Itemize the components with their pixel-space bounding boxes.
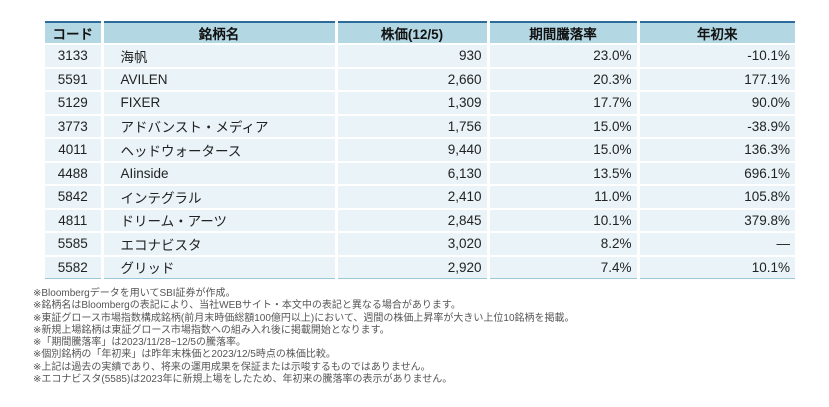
table-row: 4488 AIinside 6,130 13.5% 696.1% <box>45 161 795 186</box>
cell-period: 13.5% <box>488 161 640 186</box>
cell-period: 7.4% <box>488 255 640 279</box>
cell-price: 6,130 <box>336 161 490 186</box>
cell-name: グリッド <box>102 255 338 279</box>
cell-ytd: -38.9% <box>638 114 795 139</box>
column-header-price: 株価(12/5) <box>336 22 490 45</box>
column-header-code: コード <box>45 22 104 45</box>
cell-code: 4488 <box>45 161 104 186</box>
cell-ytd: 379.8% <box>638 208 795 233</box>
footnote: ※エコナビスタ(5585)は2023年に新規上場をしたため、年初来の騰落率の表示… <box>33 374 453 386</box>
cell-code: 5842 <box>45 185 104 210</box>
cell-name: エコナビスタ <box>102 232 338 257</box>
cell-name: 海帆 <box>102 44 338 69</box>
cell-name: アドバンスト・メディア <box>102 114 338 139</box>
column-header-ytd: 年初来 <box>638 22 795 45</box>
cell-price: 930 <box>336 44 490 69</box>
cell-period: 11.0% <box>488 185 640 210</box>
footnote: ※Bloombergデータを用いてSBI証券が作成。 <box>33 288 236 299</box>
cell-name: インテグラル <box>102 185 338 210</box>
cell-ytd: ― <box>638 232 795 257</box>
cell-code: 3133 <box>45 44 104 69</box>
cell-code: 4811 <box>45 208 104 233</box>
table-header-row: コード 銘柄名 株価(12/5) 期間騰落率 年初来 <box>45 22 795 45</box>
cell-code: 5582 <box>45 255 104 279</box>
cell-ytd: 90.0% <box>638 91 795 116</box>
stock-table-container: コード 銘柄名 株価(12/5) 期間騰落率 年初来 3133 海帆 930 2… <box>45 21 829 279</box>
cell-code: 5591 <box>45 67 104 92</box>
cell-name: AVILEN <box>102 67 338 92</box>
footnote: ※銘柄名はBloombergの表記により、当社WEBサイト・本文中の表記と異なる… <box>33 300 461 312</box>
cell-code: 4011 <box>45 138 104 163</box>
cell-price: 2,660 <box>336 67 490 92</box>
footnote: ※個別銘柄の「年初来」は昨年末株価と2023/12/5時点の株価比較。 <box>33 349 336 361</box>
footnote: ※「期間騰落率」は2023/11/28~12/5の騰落率。 <box>33 337 246 349</box>
cell-ytd: 105.8% <box>638 185 795 210</box>
cell-ytd: 696.1% <box>638 161 795 186</box>
cell-period: 10.1% <box>488 208 640 233</box>
cell-name: FIXER <box>102 91 338 116</box>
cell-ytd: 10.1% <box>638 255 795 279</box>
footnotes: ※Bloombergデータを用いてSBI証券が作成。 ※銘柄名はBloomber… <box>33 288 829 386</box>
cell-period: 8.2% <box>488 232 640 257</box>
table-row: 3773 アドバンスト・メディア 1,756 15.0% -38.9% <box>45 114 795 139</box>
cell-ytd: 177.1% <box>638 67 795 92</box>
cell-period: 17.7% <box>488 91 640 116</box>
cell-code: 5129 <box>45 91 104 116</box>
cell-period: 23.0% <box>488 44 640 69</box>
table-row: 4011 ヘッドウォータース 9,440 15.0% 136.3% <box>45 138 795 163</box>
footnote: ※上記は過去の実績であり、将来の運用成果を保証または示唆するものではありません。 <box>33 361 431 373</box>
column-header-period: 期間騰落率 <box>488 22 640 45</box>
column-header-name: 銘柄名 <box>102 22 338 45</box>
table-row: 5591 AVILEN 2,660 20.3% 177.1% <box>45 67 795 92</box>
cell-price: 3,020 <box>336 232 490 257</box>
cell-name: ドリーム・アーツ <box>102 208 338 233</box>
cell-period: 15.0% <box>488 138 640 163</box>
cell-code: 5585 <box>45 232 104 257</box>
cell-price: 2,410 <box>336 185 490 210</box>
cell-code: 3773 <box>45 114 104 139</box>
cell-ytd: 136.3% <box>638 138 795 163</box>
cell-period: 15.0% <box>488 114 640 139</box>
footnote: ※新規上場銘柄は東証グロース市場指数への組み入れ後に掲載開始となります。 <box>33 324 390 336</box>
footnote: ※東証グロース市場指数構成銘柄(前月末時価総額100億円以上)において、週間の株… <box>33 312 575 324</box>
cell-period: 20.3% <box>488 67 640 92</box>
cell-price: 1,756 <box>336 114 490 139</box>
cell-name: ヘッドウォータース <box>102 138 338 163</box>
table-row: 4811 ドリーム・アーツ 2,845 10.1% 379.8% <box>45 208 795 233</box>
cell-price: 2,920 <box>336 255 490 279</box>
table-row: 3133 海帆 930 23.0% -10.1% <box>45 44 795 69</box>
cell-name: AIinside <box>102 161 338 186</box>
cell-price: 9,440 <box>336 138 490 163</box>
cell-price: 1,309 <box>336 91 490 116</box>
stock-table: コード 銘柄名 株価(12/5) 期間騰落率 年初来 3133 海帆 930 2… <box>45 21 795 279</box>
cell-price: 2,845 <box>336 208 490 233</box>
table-row: 5842 インテグラル 2,410 11.0% 105.8% <box>45 185 795 210</box>
cell-ytd: -10.1% <box>638 44 795 69</box>
table-row: 5129 FIXER 1,309 17.7% 90.0% <box>45 91 795 116</box>
table-row: 5585 エコナビスタ 3,020 8.2% ― <box>45 232 795 257</box>
table-row: 5582 グリッド 2,920 7.4% 10.1% <box>45 255 795 279</box>
